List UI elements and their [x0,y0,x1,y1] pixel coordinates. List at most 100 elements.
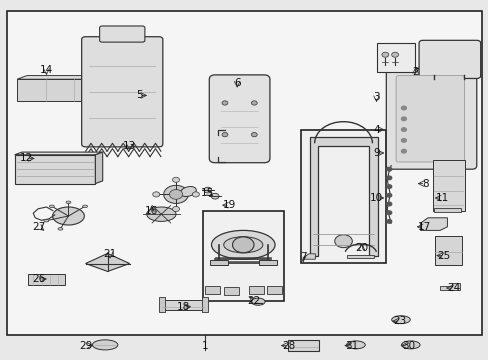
Circle shape [169,189,182,199]
Text: 29: 29 [79,341,92,351]
Circle shape [386,176,391,180]
Circle shape [391,52,398,57]
Bar [267,286,282,294]
Circle shape [401,128,406,131]
Text: 20: 20 [355,243,367,253]
Bar [287,340,319,351]
Ellipse shape [44,219,49,222]
Text: 1: 1 [202,341,208,351]
Circle shape [401,149,406,153]
Text: 10: 10 [369,193,382,203]
Ellipse shape [146,207,176,221]
Circle shape [222,132,227,137]
Text: 16: 16 [144,206,158,216]
Polygon shape [85,253,129,271]
Text: 25: 25 [436,251,450,261]
Ellipse shape [223,237,262,253]
Circle shape [232,237,254,253]
Polygon shape [420,218,447,230]
Bar [7,11,481,335]
Text: 9: 9 [372,148,379,158]
Circle shape [251,101,257,105]
Circle shape [192,192,199,197]
Circle shape [386,202,391,206]
FancyBboxPatch shape [81,37,163,147]
Polygon shape [309,137,377,256]
Circle shape [334,235,351,248]
Text: 18: 18 [176,302,190,312]
Text: 26: 26 [32,274,46,284]
Ellipse shape [53,207,84,225]
Circle shape [172,206,179,212]
Bar [161,300,205,310]
Text: 7: 7 [299,252,306,262]
Text: 4: 4 [372,125,379,135]
Text: 30: 30 [401,341,414,351]
Ellipse shape [58,228,63,230]
Polygon shape [15,155,95,184]
Bar [205,286,220,294]
Text: 19: 19 [223,200,236,210]
Ellipse shape [391,316,409,324]
Circle shape [163,185,188,203]
Polygon shape [303,254,315,259]
FancyBboxPatch shape [395,76,464,162]
Ellipse shape [401,341,419,349]
Circle shape [251,132,257,137]
Bar [259,260,276,265]
Bar [159,297,164,312]
Circle shape [386,220,391,223]
Text: 27: 27 [32,222,46,232]
Polygon shape [95,152,102,184]
Circle shape [401,117,406,121]
Text: 23: 23 [392,316,406,326]
Ellipse shape [251,298,264,305]
Ellipse shape [92,340,118,350]
Ellipse shape [346,341,365,349]
Circle shape [386,185,391,188]
Circle shape [203,187,211,193]
Circle shape [381,52,388,57]
Bar [224,287,238,295]
Text: 21: 21 [103,249,117,259]
Text: 2: 2 [411,67,418,77]
Circle shape [386,167,391,171]
Bar [249,286,264,294]
Ellipse shape [49,205,54,208]
Bar [202,297,207,312]
Circle shape [172,177,179,183]
Polygon shape [17,76,112,79]
Ellipse shape [180,186,196,197]
Circle shape [401,106,406,110]
Polygon shape [17,79,102,101]
Polygon shape [102,76,112,101]
Bar [346,255,373,258]
Bar [209,260,227,265]
Text: 17: 17 [417,222,430,232]
Text: 13: 13 [122,141,136,151]
Bar [300,130,386,263]
Polygon shape [439,283,459,290]
Bar [433,208,460,212]
FancyBboxPatch shape [100,26,144,42]
Circle shape [222,101,227,105]
Bar [432,160,464,211]
Ellipse shape [211,230,274,259]
Ellipse shape [66,201,71,204]
FancyBboxPatch shape [386,68,476,169]
Bar [376,43,414,72]
Text: 15: 15 [201,188,214,198]
Bar [434,236,461,265]
Polygon shape [15,152,102,155]
Text: 6: 6 [233,78,240,88]
FancyBboxPatch shape [209,75,269,163]
Circle shape [386,211,391,215]
Circle shape [401,139,406,142]
Text: 22: 22 [247,296,261,306]
Ellipse shape [82,205,87,208]
Text: 24: 24 [446,283,460,293]
Circle shape [211,193,219,199]
Text: 8: 8 [421,179,428,189]
Bar [28,274,65,285]
Text: 31: 31 [345,341,358,351]
